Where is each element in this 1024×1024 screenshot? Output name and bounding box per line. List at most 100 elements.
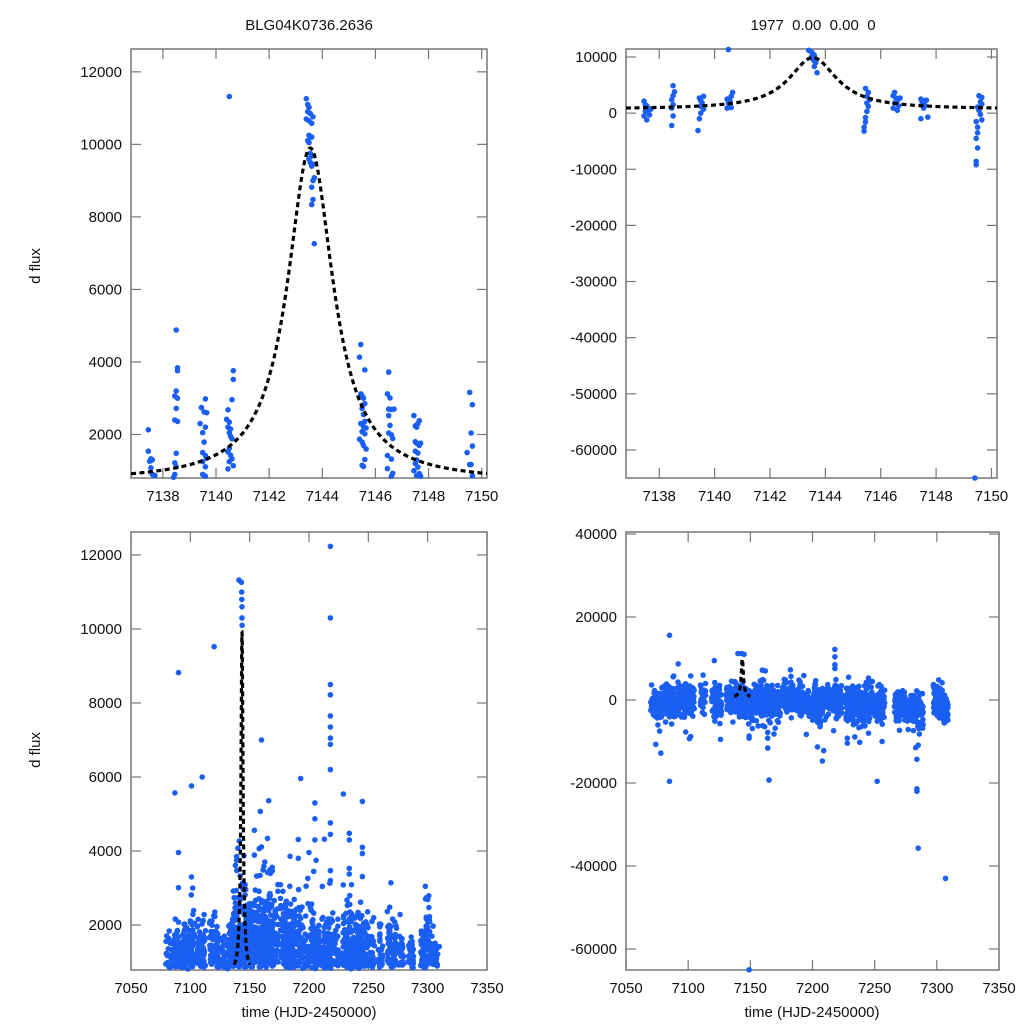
data-point bbox=[188, 783, 195, 789]
model-curve bbox=[131, 146, 487, 476]
data-point bbox=[362, 957, 369, 963]
data-point bbox=[327, 692, 334, 698]
data-point bbox=[392, 931, 399, 938]
data-point bbox=[362, 400, 368, 407]
data-point bbox=[422, 938, 429, 945]
data-point bbox=[832, 646, 838, 653]
data-point bbox=[229, 436, 235, 442]
data-point bbox=[668, 96, 675, 103]
plot-frame bbox=[625, 531, 1000, 971]
data-point bbox=[780, 693, 786, 700]
data-point bbox=[690, 685, 696, 691]
data-point bbox=[202, 424, 209, 431]
data-point bbox=[310, 114, 316, 120]
data-point bbox=[201, 911, 207, 918]
data-point bbox=[362, 367, 368, 373]
data-point bbox=[385, 369, 392, 375]
data-point bbox=[201, 964, 207, 970]
data-point bbox=[910, 727, 917, 734]
data-point bbox=[211, 947, 218, 954]
data-point bbox=[202, 927, 209, 934]
data-point bbox=[190, 911, 196, 918]
data-point bbox=[356, 965, 362, 971]
data-point bbox=[202, 396, 209, 402]
data-point bbox=[862, 723, 868, 729]
y-tick-label: 6000 bbox=[89, 281, 122, 298]
data-point bbox=[277, 895, 284, 902]
data-point bbox=[385, 412, 392, 419]
data-point bbox=[296, 913, 303, 919]
data-point bbox=[359, 844, 366, 851]
data-point bbox=[362, 456, 368, 463]
data-point bbox=[849, 690, 856, 696]
data-point bbox=[717, 720, 723, 727]
data-point bbox=[346, 944, 352, 950]
data-point bbox=[195, 948, 201, 954]
data-point bbox=[251, 852, 258, 858]
x-tick-label: 7146 bbox=[359, 488, 392, 505]
data-point bbox=[398, 947, 405, 954]
x-tick-label: 7150 bbox=[975, 488, 1008, 505]
data-point bbox=[848, 713, 855, 720]
data-point bbox=[325, 931, 332, 938]
data-point bbox=[838, 694, 844, 701]
data-point bbox=[388, 456, 395, 462]
x-tick-label: 7144 bbox=[809, 488, 842, 505]
data-point bbox=[833, 676, 839, 683]
y-tick-label: -60000 bbox=[570, 941, 617, 958]
data-point bbox=[799, 683, 806, 690]
data-point bbox=[246, 901, 252, 907]
data-point bbox=[346, 865, 353, 872]
data-point bbox=[357, 915, 364, 922]
data-point bbox=[776, 702, 782, 708]
data-point bbox=[361, 963, 368, 969]
data-point bbox=[698, 110, 704, 116]
data-point bbox=[878, 708, 884, 714]
data-point bbox=[788, 673, 794, 680]
data-point bbox=[301, 942, 308, 949]
y-tick-label: -40000 bbox=[570, 858, 617, 875]
data-point bbox=[312, 816, 318, 822]
data-point bbox=[422, 960, 429, 966]
data-point bbox=[335, 933, 341, 939]
data-point bbox=[662, 719, 669, 725]
x-tick-label: 7300 bbox=[411, 980, 444, 997]
data-point bbox=[384, 465, 391, 472]
data-point bbox=[861, 697, 867, 704]
data-point bbox=[359, 873, 366, 880]
data-point bbox=[182, 936, 188, 942]
data-point bbox=[415, 464, 421, 470]
data-point bbox=[387, 422, 393, 429]
y-tick-label: -20000 bbox=[570, 217, 617, 234]
y-tick-label: -20000 bbox=[570, 775, 617, 792]
data-point bbox=[852, 734, 858, 740]
data-point bbox=[688, 711, 694, 717]
data-point bbox=[277, 927, 284, 933]
data-point bbox=[799, 705, 805, 712]
data-point bbox=[329, 918, 336, 924]
data-point bbox=[187, 919, 194, 925]
x-tick-label: 7300 bbox=[920, 980, 953, 997]
data-point bbox=[361, 929, 368, 935]
data-point bbox=[764, 729, 771, 736]
data-point bbox=[712, 718, 718, 724]
data-point bbox=[385, 924, 391, 930]
data-point bbox=[325, 946, 331, 952]
data-point bbox=[723, 686, 730, 693]
data-point bbox=[918, 115, 924, 122]
data-point bbox=[700, 672, 706, 678]
data-point bbox=[844, 740, 851, 746]
data-point bbox=[850, 721, 857, 728]
data-point bbox=[316, 922, 322, 929]
data-point bbox=[256, 845, 263, 852]
data-point bbox=[823, 686, 829, 692]
ylabel-top-left: d flux bbox=[27, 248, 44, 284]
x-tick-label: 7144 bbox=[306, 488, 339, 505]
data-point bbox=[384, 935, 391, 941]
data-point bbox=[287, 901, 294, 907]
data-point bbox=[434, 945, 441, 951]
data-point bbox=[881, 693, 887, 700]
data-point bbox=[287, 958, 293, 964]
data-point bbox=[171, 939, 177, 946]
data-point bbox=[425, 919, 431, 926]
